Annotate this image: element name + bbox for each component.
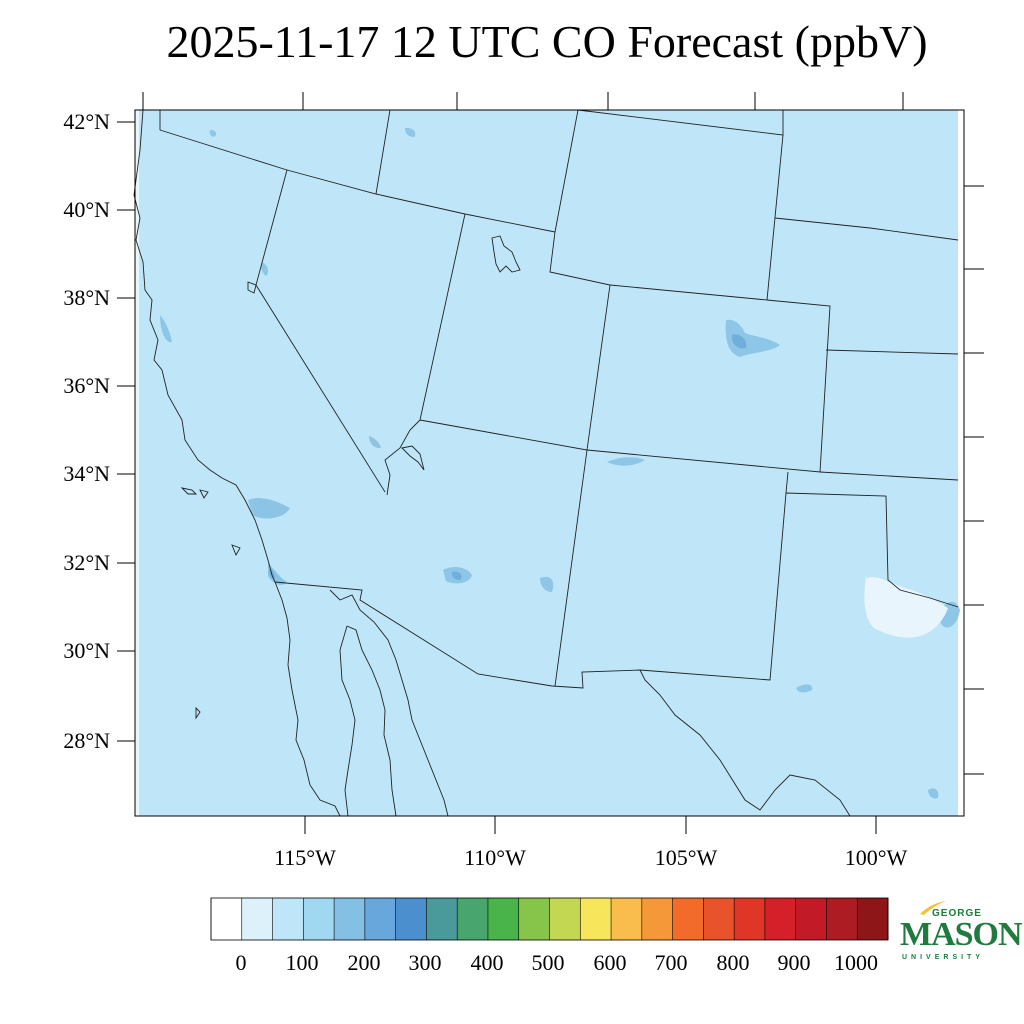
baja-east-coastline <box>346 625 397 817</box>
gulf-of-california-coastline <box>329 589 449 817</box>
logo-top-text: GEORGE <box>932 908 982 919</box>
us-mexico-border <box>274 581 851 817</box>
map-title: 2025-11-17 12 UTC CO Forecast (ppbV) <box>166 16 928 67</box>
co-enhanced-patches <box>160 127 960 799</box>
lon-label-110w: 110°W <box>464 845 526 870</box>
lat-label-32n: 32°N <box>63 550 110 575</box>
california-nevada-border <box>159 129 386 493</box>
lat-label-42n: 42°N <box>63 109 110 134</box>
colorbar-swatch <box>795 898 827 940</box>
colorbar-swatch <box>241 898 273 940</box>
colorbar-swatch <box>272 898 304 940</box>
logo-bottom-text: UNIVERSITY <box>902 954 985 961</box>
colorbar-label-700: 700 <box>654 950 688 975</box>
colorbar-swatch <box>457 898 489 940</box>
colorbar-swatch <box>395 898 427 940</box>
colorbar-swatch <box>549 898 581 940</box>
colorbar-swatch <box>426 898 458 940</box>
great-salt-lake <box>491 235 521 273</box>
colorbar-swatch <box>611 898 643 940</box>
colorbar-swatch <box>580 898 612 940</box>
co-concentration-field <box>135 110 964 816</box>
colorbar-swatch <box>641 898 673 940</box>
colorbar-swatch <box>857 898 889 940</box>
logo-swoosh-icon <box>920 901 946 915</box>
colorbar-label-400: 400 <box>470 950 504 975</box>
pacific-coastline <box>133 109 276 583</box>
colorbar-swatch <box>703 898 735 940</box>
colorbar-swatch <box>334 898 366 940</box>
colorbar-label-500: 500 <box>531 950 565 975</box>
lon-label-115w: 115°W <box>274 845 336 870</box>
colorbar-label-300: 300 <box>408 950 442 975</box>
boundary-lines <box>133 109 959 817</box>
lon-label-105w: 105°W <box>654 845 718 870</box>
colorbar-frame <box>210 897 889 941</box>
map-frame <box>134 109 965 817</box>
lat-label-28n: 28°N <box>63 728 110 753</box>
colorbar-swatch <box>364 898 397 940</box>
lakes <box>180 235 521 720</box>
colorbar-swatch <box>734 898 766 940</box>
colorbar-label-600: 600 <box>593 950 627 975</box>
colorbar-swatch <box>303 898 335 940</box>
colorbar-label-200: 200 <box>347 950 381 975</box>
lat-label-30n: 30°N <box>63 638 110 663</box>
gmu-logo: GEORGE MASON UNIVERSITY <box>900 898 1023 968</box>
lat-label-40n: 40°N <box>63 197 110 222</box>
baja-west-coastline <box>274 581 341 817</box>
colorbar-label-100: 100 <box>285 950 319 975</box>
colorbar-swatch <box>764 898 797 940</box>
lon-label-100w: 100°W <box>844 845 908 870</box>
colorbar-label-900: 900 <box>777 950 811 975</box>
colorbar-label-1000: 1000 <box>834 950 878 975</box>
colorbar-label-800: 800 <box>716 950 750 975</box>
lat-label-34n: 34°N <box>63 461 110 486</box>
colorbar-swatch <box>672 898 704 940</box>
colorbar <box>210 897 889 941</box>
colorbar-swatch <box>487 898 520 940</box>
colorbar-label-0: 0 <box>235 950 247 975</box>
logo-main-text: MASON <box>900 916 1023 953</box>
colorbar-swatch <box>211 898 243 940</box>
co-low-patch <box>864 577 948 638</box>
colorbar-swatch <box>518 898 550 940</box>
lat-label-36n: 36°N <box>63 373 110 398</box>
lat-label-38n: 38°N <box>63 285 110 310</box>
colorbar-swatch <box>826 898 858 940</box>
map-plot-area <box>135 110 964 816</box>
axis-ticks <box>117 92 984 834</box>
